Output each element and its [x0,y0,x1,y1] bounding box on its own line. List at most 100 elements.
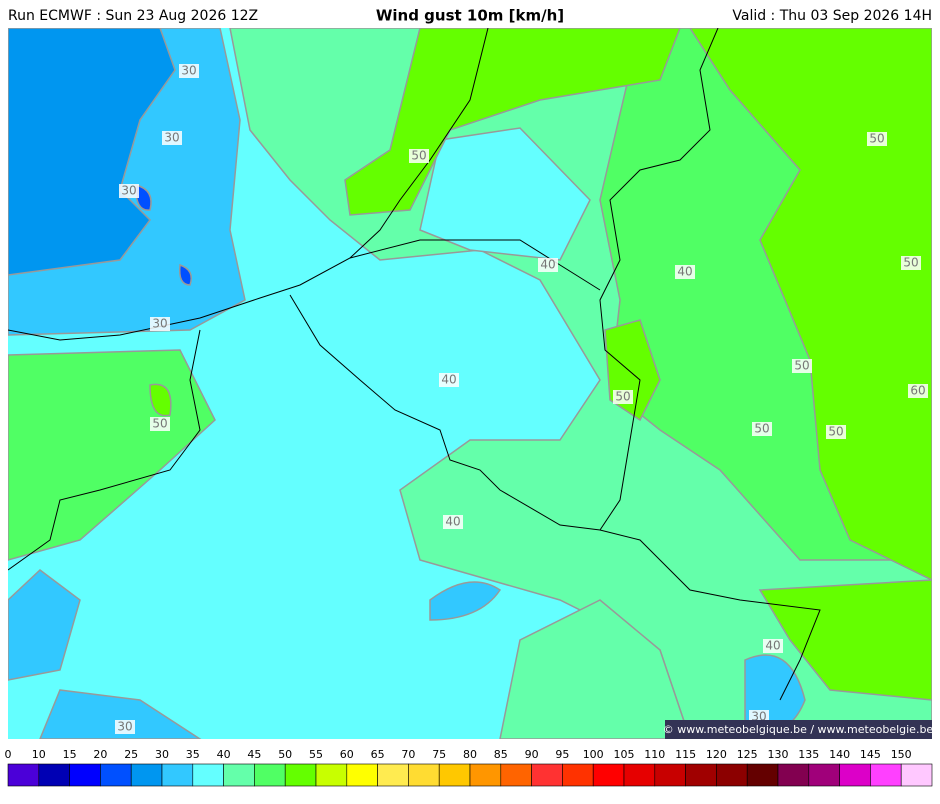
contour-label: 50 [754,422,769,436]
contour-label: 30 [117,720,132,734]
contour-label-bg [162,131,182,145]
color-swatch [254,763,286,787]
legend-tick-label: 135 [798,748,819,761]
contour-label: 40 [441,373,456,387]
contour-label: 50 [903,256,918,270]
contour-label: 50 [794,359,809,373]
color-swatch [531,763,563,787]
contour-label-bg [908,384,928,398]
color-swatch [377,763,409,787]
contour-label-bg [179,64,199,78]
legend-tick-label: 15 [63,748,77,761]
color-swatch [500,763,532,787]
legend-tick-label: 95 [555,748,569,761]
color-swatch [38,763,70,787]
contour-label: 40 [540,258,555,272]
contour-label-bg [901,256,921,270]
color-swatch [69,763,101,787]
color-swatch [592,763,625,787]
contour-label: 30 [181,64,196,78]
contour-label: 60 [910,384,925,398]
legend-tick-label: 140 [829,748,850,761]
contour-label-bg [792,359,812,373]
legend-tick-label: 10 [32,748,46,761]
legend-tick-label: 20 [93,748,107,761]
color-swatch [161,763,194,787]
contour-label-bg [409,149,429,163]
colorbar: 0 10 15 20 25 30 35 40 45 50 55 60 65 70 75 80 85 90 95 100… [5,748,933,787]
color-swatch [408,763,440,787]
legend-tick-label: 120 [706,748,727,761]
copyright: © www.meteobelgique.be / www.meteobelgie… [663,723,934,736]
field [8,28,932,739]
color-swatch [284,763,317,787]
color-swatch [685,763,717,787]
legend-tick-label: 75 [432,748,446,761]
legend-tick-label: 85 [494,748,508,761]
legend-tick-label: 80 [463,748,477,761]
contour-label-bg [538,258,558,272]
color-swatch [623,763,656,787]
color-swatch [654,763,686,787]
contour-label-bg [439,373,459,387]
legend-tick-label: 70 [401,748,415,761]
legend-tick-label: 60 [340,748,354,761]
contour-label: 30 [164,131,179,145]
legend-tick-label: 35 [186,748,200,761]
map-title: Wind gust 10m [km/h] [376,7,564,25]
valid-label: Valid : Thu 03 Sep 2026 14H [732,8,932,24]
color-swatch [315,763,348,787]
legend-tick-label: 150 [891,748,912,761]
run-label: Run ECMWF : Sun 23 Aug 2026 12Z [8,8,258,24]
legend-tick-label: 45 [247,748,261,761]
contour-label: 30 [121,184,136,198]
legend-tick-label: 50 [278,748,292,761]
contour-label-bg [826,425,846,439]
contour-label: 30 [152,317,167,331]
color-swatch [746,763,779,787]
contour-label-bg [119,184,139,198]
legend-tick-label: 145 [860,748,881,761]
color-swatch [192,763,224,787]
color-swatch [469,763,502,787]
legend-tick-label: 105 [614,748,635,761]
color-swatch [562,763,594,787]
contour-label: 50 [152,417,167,431]
color-swatch [808,763,840,787]
contour-label-bg [150,317,170,331]
legend-tick-label: 0 [5,748,12,761]
contour-label-bg [752,422,772,436]
contour-label-bg [443,515,463,529]
legend-tick-label: 125 [737,748,758,761]
contour-label-bg [675,265,695,279]
contour-label: 50 [615,390,630,404]
legend-tick-label: 90 [525,748,539,761]
legend-tick-label: 55 [309,748,323,761]
color-swatch [870,763,902,787]
color-swatch [100,763,132,787]
contour-label-bg [613,390,633,404]
contour-label: 50 [411,149,426,163]
legend-tick-label: 110 [644,748,665,761]
legend-tick-label: 30 [155,748,169,761]
color-swatch [839,763,871,787]
legend-tick-label: 65 [371,748,385,761]
color-swatch [777,763,810,787]
contour-label: 50 [869,132,884,146]
contour-label: 40 [765,639,780,653]
color-swatch [130,763,163,787]
color-swatch [7,763,40,787]
contour-label: 40 [677,265,692,279]
contour-label-bg [115,720,135,734]
contour-label-bg [150,417,170,431]
legend-tick-label: 40 [217,748,231,761]
copyright-box [665,720,932,739]
contour-label-bg [867,132,887,146]
borders [8,28,821,701]
color-swatch [900,763,933,787]
legend-tick-label: 130 [768,748,789,761]
color-swatch [438,763,471,787]
contour-label: 40 [445,515,460,529]
